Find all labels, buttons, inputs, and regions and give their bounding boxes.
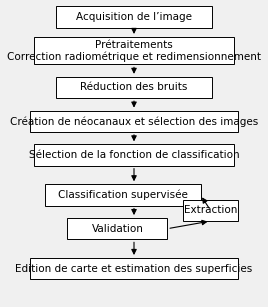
FancyBboxPatch shape [30, 258, 238, 279]
FancyBboxPatch shape [34, 144, 234, 166]
FancyBboxPatch shape [56, 77, 212, 98]
FancyBboxPatch shape [68, 218, 167, 239]
Text: Classification supervisée: Classification supervisée [58, 190, 188, 200]
Text: Acquisition de l’image: Acquisition de l’image [76, 12, 192, 22]
Text: Prétraitements
Correction radiométrique et redimensionnement: Prétraitements Correction radiométrique … [7, 40, 261, 62]
Text: Sélection de la fonction de classification: Sélection de la fonction de classificati… [29, 150, 239, 160]
Text: Validation: Validation [91, 224, 143, 234]
FancyBboxPatch shape [34, 37, 234, 64]
FancyBboxPatch shape [183, 200, 238, 221]
Text: Création de néocanaux et sélection des images: Création de néocanaux et sélection des i… [10, 116, 258, 126]
Text: Edition de carte et estimation des superficies: Edition de carte et estimation des super… [15, 264, 253, 274]
FancyBboxPatch shape [30, 111, 238, 132]
Text: Extraction: Extraction [184, 205, 237, 215]
FancyBboxPatch shape [56, 6, 212, 28]
FancyBboxPatch shape [45, 184, 200, 206]
Text: Réduction des bruits: Réduction des bruits [80, 83, 188, 92]
